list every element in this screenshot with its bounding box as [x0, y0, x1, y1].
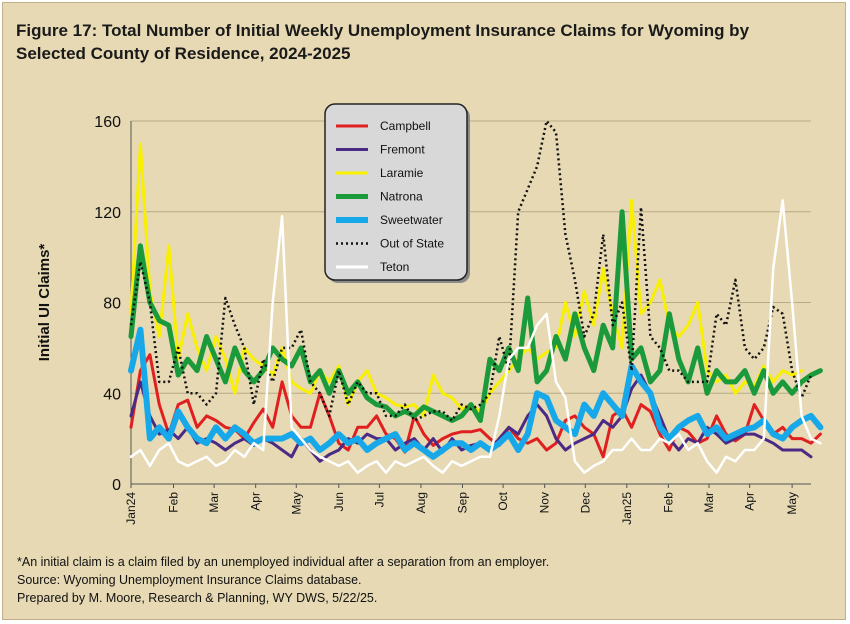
legend-label: Out of State: [380, 237, 444, 251]
chart-title: Figure 17: Total Number of Initial Weekl…: [16, 21, 750, 63]
x-tick-label: Dec: [578, 492, 592, 513]
x-tick-label: Mar: [207, 492, 221, 513]
y-axis-title: Initial UI Claims*: [36, 244, 53, 362]
footnote-prepared-by: Prepared by M. Moore, Research & Plannin…: [17, 591, 378, 605]
legend-label: Sweetwater: [380, 213, 443, 227]
x-tick-label: Feb: [661, 492, 675, 513]
x-tick-label: Aug: [414, 492, 428, 513]
series-layer: [128, 119, 824, 474]
x-tick-label: Mar: [702, 492, 716, 513]
series-line-sweetwater: [128, 326, 824, 460]
legend-label: Campbell: [380, 119, 431, 133]
x-tick-label: Sep: [456, 492, 470, 514]
footnote-definition: *An initial claim is a claim filed by an…: [17, 555, 550, 569]
footnote-source: Source: Wyoming Unemployment Insurance C…: [17, 573, 362, 587]
legend-label: Natrona: [380, 190, 423, 204]
y-tick-label: 0: [112, 477, 121, 494]
series-line-natrona: [128, 209, 823, 423]
x-tick-label: Jan25: [620, 492, 634, 525]
y-tick-label: 80: [103, 296, 121, 313]
x-tick-label: May: [785, 492, 799, 515]
x-tick-label: Jun: [332, 492, 346, 511]
legend-label: Laramie: [380, 166, 424, 180]
x-tick-label: Oct: [496, 491, 510, 510]
y-tick-label: 40: [103, 386, 121, 403]
x-tick-label: Jan24: [124, 492, 138, 525]
line-chart: 0 40 80 120 160 Jan24 Feb Mar Apr May Jun Jul Aug Sep…: [36, 103, 824, 525]
legend-label: Fremont: [380, 143, 425, 157]
legend: Campbell Fremont Laramie Natrona Sweetwater O…: [324, 103, 470, 283]
x-tick-label: Nov: [538, 492, 552, 513]
y-tick-label: 160: [94, 114, 121, 131]
x-tick-label: May: [289, 492, 303, 515]
x-tick-label: Apr: [743, 492, 757, 511]
x-tick-label: Apr: [249, 492, 263, 511]
series-line-teton: [129, 199, 822, 474]
y-tick-label: 120: [94, 205, 121, 222]
x-tick-label: Feb: [167, 492, 181, 513]
x-tick-label: Jul: [372, 492, 386, 507]
legend-label: Teton: [380, 260, 409, 274]
axis-layer: 0 40 80 120 160 Jan24 Feb Mar Apr May Jun Jul Aug Sep…: [36, 114, 811, 525]
series-line-out-of-state: [129, 119, 813, 422]
